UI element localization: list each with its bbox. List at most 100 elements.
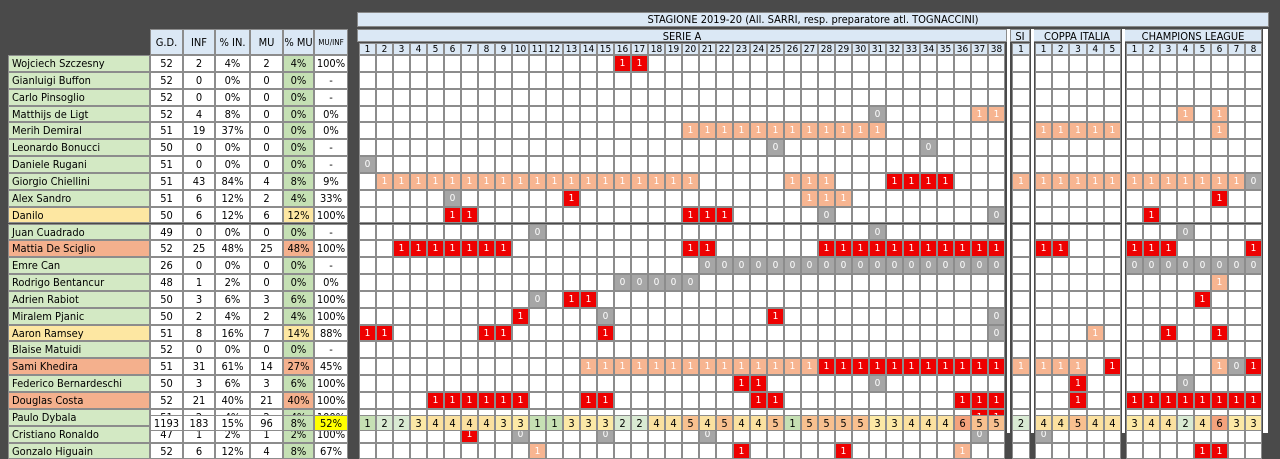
match-cell-8-serie_a-3	[393, 189, 410, 207]
match-cell-17-champions_league-6	[1211, 341, 1228, 359]
match-cell-8-serie_a-37	[971, 189, 988, 207]
match-cell-5-serie_a-4	[410, 139, 427, 157]
match-cell-23-serie_a-20	[682, 442, 699, 459]
match-cell-23-serie_a-19	[665, 442, 682, 459]
match-cell-13-serie_a-10	[512, 274, 529, 291]
match-cell-12-serie_a-27: 0	[801, 257, 818, 275]
match-cell-6-coppa_italia-1	[1035, 156, 1053, 173]
match-cell-6-champions_league-5	[1194, 156, 1211, 173]
competition-divider-0	[1007, 29, 1010, 433]
match-cell-2-serie_a-2	[376, 88, 393, 106]
match-cell-8-serie_a-1	[359, 189, 376, 207]
match-cell-18-serie_a-18: 1	[648, 358, 665, 376]
player-stat-16-4: 14%	[283, 324, 314, 342]
match-cell-6-serie_a-1: 0	[359, 156, 376, 173]
player-stat-9-4: 12%	[283, 206, 314, 224]
match-total-serie_a-22: 5	[716, 415, 733, 431]
match-cell-12-champions_league-4: 0	[1177, 257, 1194, 275]
match-cell-11-champions_league-5	[1194, 240, 1211, 258]
match-cell-20-serie_a-3	[393, 392, 410, 409]
match-cell-19-serie_a-9	[495, 375, 512, 392]
match-cell-16-coppa_italia-3	[1069, 324, 1087, 342]
match-cell-2-serie_a-22	[716, 88, 733, 106]
match-cell-13-serie_a-32	[886, 274, 903, 291]
match-cell-23-serie_a-25	[767, 442, 784, 459]
match-cell-1-serie_a-24	[750, 71, 767, 89]
match-cell-10-serie_a-7	[461, 223, 478, 241]
match-cell-20-champions_league-8: 1	[1245, 392, 1262, 409]
match-cell-15-serie_a-11	[529, 307, 546, 325]
match-cell-6-serie_a-12	[546, 156, 563, 173]
match-number-serie_a-35: 35	[937, 43, 954, 55]
match-cell-16-serie_a-11	[529, 324, 546, 342]
match-cell-3-serie_a-7	[461, 105, 478, 123]
match-cell-11-champions_league-7	[1228, 240, 1245, 258]
match-cell-15-champions_league-6	[1211, 307, 1228, 325]
match-cell-23-serie_a-24	[750, 442, 767, 459]
match-cell-19-serie_a-28	[818, 375, 835, 392]
match-cell-7-serie_a-9: 1	[495, 172, 512, 190]
player-stat-3-1: 4	[183, 105, 215, 123]
match-cell-15-serie_a-29	[835, 307, 852, 325]
match-cell-16-supercoppa-1	[1012, 324, 1030, 342]
match-cell-19-serie_a-35	[937, 375, 954, 392]
match-cell-18-coppa_italia-4	[1086, 358, 1104, 376]
match-total-coppa_italia-3: 5	[1069, 415, 1087, 431]
match-cell-15-champions_league-8	[1245, 307, 1262, 325]
match-cell-8-serie_a-14	[580, 189, 597, 207]
match-cell-23-coppa_italia-4	[1086, 442, 1104, 459]
match-cell-1-serie_a-38	[988, 71, 1005, 89]
match-cell-10-serie_a-38	[988, 223, 1005, 241]
match-cell-0-champions_league-3	[1160, 55, 1177, 72]
match-cell-4-coppa_italia-4: 1	[1086, 122, 1104, 140]
match-cell-3-champions_league-3	[1160, 105, 1177, 123]
match-total-coppa_italia-1: 4	[1035, 415, 1053, 431]
match-cell-9-champions_league-5	[1194, 206, 1211, 224]
match-number-serie_a-33: 33	[903, 43, 920, 55]
match-cell-15-serie_a-13	[563, 307, 580, 325]
match-cell-10-champions_league-6	[1211, 223, 1228, 241]
match-cell-2-serie_a-8	[478, 88, 495, 106]
match-cell-16-serie_a-6	[444, 324, 461, 342]
match-number-serie_a-37: 37	[971, 43, 988, 55]
match-cell-13-champions_league-7	[1228, 274, 1245, 291]
match-cell-20-serie_a-35	[937, 392, 954, 409]
match-cell-20-serie_a-10: 1	[512, 392, 529, 409]
match-cell-2-serie_a-37	[971, 88, 988, 106]
player-stat-17-1: 0	[183, 341, 215, 359]
match-cell-4-coppa_italia-3: 1	[1069, 122, 1087, 140]
match-cell-16-champions_league-7	[1228, 324, 1245, 342]
match-cell-6-serie_a-28	[818, 156, 835, 173]
match-cell-20-serie_a-37: 1	[971, 392, 988, 409]
match-cell-16-champions_league-8	[1245, 324, 1262, 342]
match-cell-17-serie_a-14	[580, 341, 597, 359]
match-cell-10-champions_league-4: 0	[1177, 223, 1194, 241]
player-name-15: Miralem Pjanic	[8, 307, 150, 325]
match-cell-11-serie_a-33: 1	[903, 240, 920, 258]
match-cell-20-serie_a-30	[852, 392, 869, 409]
match-cell-4-serie_a-33	[903, 122, 920, 140]
match-cell-16-champions_league-3: 1	[1160, 324, 1177, 342]
match-cell-10-serie_a-6	[444, 223, 461, 241]
player-stat-4-3: 0	[250, 122, 283, 140]
match-total-coppa_italia-2: 4	[1052, 415, 1070, 431]
match-total-champions_league-5: 4	[1194, 415, 1211, 431]
match-cell-7-serie_a-31	[869, 172, 886, 190]
match-number-serie_a-16: 16	[614, 43, 631, 55]
match-cell-1-serie_a-34	[920, 71, 937, 89]
player-name-19: Federico Bernardeschi	[8, 375, 150, 392]
match-cell-14-serie_a-12	[546, 290, 563, 308]
match-cell-3-serie_a-23	[733, 105, 750, 123]
match-cell-7-serie_a-6: 1	[444, 172, 461, 190]
match-number-champions_league-3: 3	[1160, 43, 1177, 55]
match-cell-4-serie_a-36	[954, 122, 971, 140]
player-name-22: Cristiano Ronaldo	[8, 425, 150, 443]
player-name-9: Danilo	[8, 206, 150, 224]
match-cell-19-serie_a-3	[393, 375, 410, 392]
match-cell-5-serie_a-13	[563, 139, 580, 157]
match-cell-7-serie_a-23	[733, 172, 750, 190]
match-cell-14-serie_a-29	[835, 290, 852, 308]
match-cell-19-serie_a-2	[376, 375, 393, 392]
match-cell-9-serie_a-12	[546, 206, 563, 224]
match-cell-5-champions_league-2	[1143, 139, 1160, 157]
